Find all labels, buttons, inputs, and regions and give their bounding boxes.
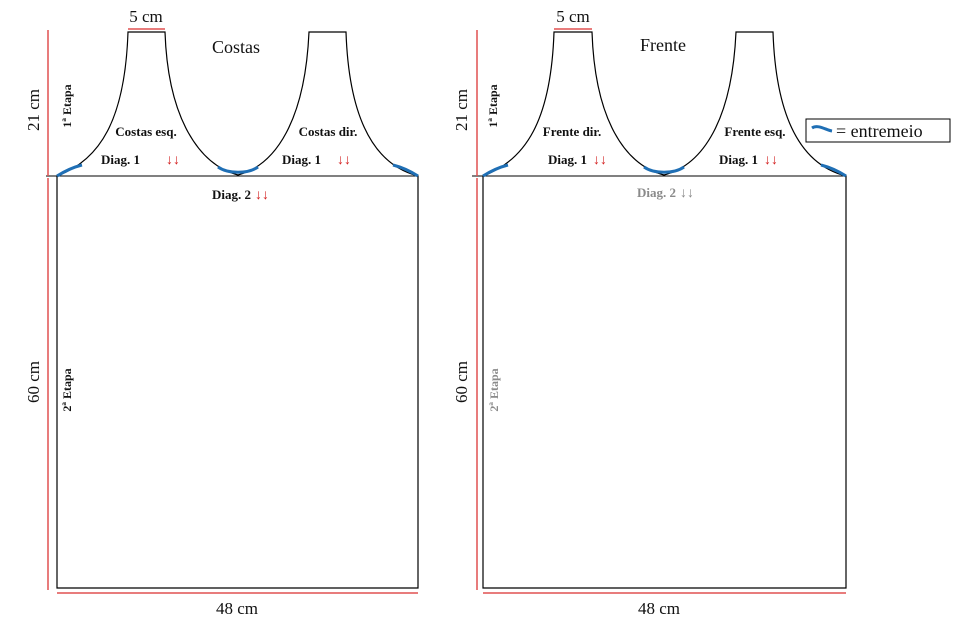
frente-entremeio-right [820,163,847,178]
frente-panel: 5 cm Frente 21 cm 60 cm 48 cm 1ª Etapa 2… [452,7,847,618]
frente-left-part-label: Frente dir. [543,124,602,139]
costas-left-part-label: Costas esq. [115,124,176,139]
costas-diag1-left-arrows: ↓↓ [166,153,180,168]
frente-width: 48 cm [638,599,680,618]
costas-diag2-label: Diag. 2 [212,187,251,202]
costas-diag1-right-label: Diag. 1 [282,152,321,167]
costas-outline [56,31,419,589]
costas-step1-label: 1ª Etapa [60,84,74,127]
legend: = entremeio [805,118,951,143]
costas-top-height: 21 cm [24,89,43,131]
frente-strap-width: 5 cm [556,7,590,26]
costas-width: 48 cm [216,599,258,618]
frente-diag1-left-label: Diag. 1 [548,152,587,167]
frente-entremeio-center [643,165,685,174]
frente-diag1-left-arrows: ↓↓ [593,153,607,168]
frente-diag1-right-arrows: ↓↓ [764,153,778,168]
frente-diag2-arrows: ↓↓ [680,186,694,201]
frente-diag2-label: Diag. 2 [637,185,676,200]
costas-entremeio-center [217,165,259,174]
costas-step2-label: 2ª Etapa [60,368,74,411]
legend-label: = entremeio [836,121,923,141]
costas-diag1-left-label: Diag. 1 [101,152,140,167]
costas-title: Costas [212,37,260,57]
costas-body-height: 60 cm [24,361,43,403]
costas-diag1-right-arrows: ↓↓ [337,153,351,168]
frente-title: Frente [640,35,686,55]
frente-step1-label: 1ª Etapa [486,84,500,127]
costas-entremeio-left [56,163,83,178]
costas-strap-width: 5 cm [129,7,163,26]
frente-outline [482,31,847,589]
costas-right-part-label: Costas dir. [299,124,358,139]
costas-panel: 5 cm Costas 21 cm 60 cm 48 cm 1ª Etapa 2… [24,7,419,618]
frente-top-height: 21 cm [452,89,471,131]
legend-box [805,118,951,143]
frente-body-height: 60 cm [452,361,471,403]
frente-right-part-label: Frente esq. [724,124,785,139]
curved-seam-icon [811,125,833,133]
costas-entremeio-right [392,163,419,178]
frente-diag1-right-label: Diag. 1 [719,152,758,167]
frente-step2-label: 2ª Etapa [487,368,501,411]
costas-diag2-arrows: ↓↓ [255,188,269,203]
frente-entremeio-left [482,163,509,178]
